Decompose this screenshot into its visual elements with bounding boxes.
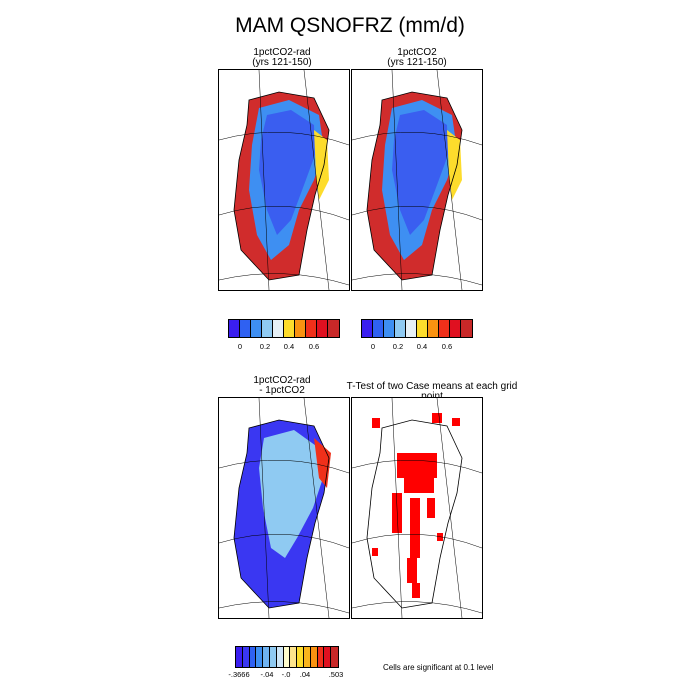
colorbar-tick-label: 0.6 — [308, 342, 320, 351]
figure-title: MAM QSNOFRZ (mm/d) — [235, 14, 465, 37]
panel-1-title: 1pctCO2-rad (yrs 121-150) — [232, 48, 332, 68]
colorbar-swatch — [284, 320, 295, 337]
colorbar-tick-label: -.3666 — [228, 670, 250, 679]
colorbar-swatch — [263, 647, 270, 667]
colorbar-swatch — [256, 647, 264, 667]
colorbar-tick-label: -.04 — [260, 670, 274, 679]
colorbar-tick-label: 0.2 — [259, 342, 271, 351]
colorbar-swatch — [373, 320, 384, 337]
colorbar-swatch — [306, 320, 317, 337]
colorbar-swatch — [249, 647, 257, 667]
colorbar-swatch — [317, 647, 325, 667]
colorbar-swatch — [328, 320, 339, 337]
colorbar-swatch — [229, 320, 240, 337]
colorbar-swatch — [324, 647, 332, 667]
colorbar-swatch — [303, 647, 311, 667]
map-panel-1pctco2 — [351, 69, 483, 291]
colorbar-panel-1-labels: 0 0.2 0.4 0.6 — [228, 342, 338, 352]
map-panel-1pctco2-rad — [218, 69, 350, 291]
east-coast-yellow-region — [314, 130, 329, 200]
colorbar-panel-2-labels: 0 0.2 0.4 0.6 — [361, 342, 471, 352]
colorbar-panel-2 — [361, 319, 473, 338]
colorbar-swatch — [295, 320, 306, 337]
interior-ice-region — [259, 110, 315, 235]
colorbar-swatch — [450, 320, 461, 337]
colorbar-swatch — [276, 647, 284, 667]
colorbar-swatch — [310, 647, 318, 667]
graticule — [219, 398, 349, 618]
colorbar-tick-label: 0.4 — [416, 342, 428, 351]
map-panel-ttest — [351, 397, 483, 619]
colorbar-swatch — [406, 320, 417, 337]
colorbar-swatch — [395, 320, 406, 337]
colorbar-tick-label: -.0 — [281, 670, 291, 679]
colorbar-tick-label: 0.4 — [283, 342, 295, 351]
significance-footnote: Cells are significant at 0.1 level — [383, 663, 494, 672]
panel-3-title-line1: 1pctCO2-rad — [253, 375, 311, 386]
colorbar-tick-label: .503 — [328, 670, 344, 679]
colorbar-swatch — [461, 320, 472, 337]
panel-3-title-line2: - 1pctCO2 — [259, 385, 305, 396]
panel-2-title-line2: (yrs 121-150) — [387, 57, 447, 68]
graticule — [219, 70, 349, 290]
colorbar-difference-labels: -.3666 -.04 -.0 .04 .503 — [228, 670, 343, 680]
colorbar-swatch — [236, 647, 243, 667]
graticule — [352, 398, 482, 618]
colorbar-swatch — [251, 320, 262, 337]
colorbar-tick-label: .04 — [299, 670, 311, 679]
colorbar-swatch — [331, 647, 338, 667]
colorbar-swatch — [290, 647, 298, 667]
colorbar-panel-1 — [228, 319, 340, 338]
colorbar-difference — [235, 646, 339, 668]
colorbar-swatch — [242, 647, 250, 667]
greenland-map-4 — [352, 398, 482, 618]
colorbar-swatch — [297, 647, 304, 667]
colorbar-tick-label: 0.2 — [392, 342, 404, 351]
greenland-map-3 — [219, 398, 349, 618]
panel-1-title-line1: 1pctCO2-rad — [253, 47, 311, 58]
panel-4-title: T-Test of two Case means at each grid po… — [346, 381, 518, 402]
graticule — [352, 70, 482, 290]
coastline — [366, 91, 463, 281]
colorbar-swatch — [262, 320, 273, 337]
colorbar-tick-label: 0 — [370, 342, 376, 351]
colorbar-swatch — [417, 320, 428, 337]
colorbar-swatch — [269, 647, 277, 667]
colorbar-swatch — [362, 320, 373, 337]
colorbar-swatch — [283, 647, 291, 667]
greenland-map-1 — [219, 70, 349, 290]
colorbar-tick-label: 0 — [237, 342, 243, 351]
colorbar-swatch — [240, 320, 251, 337]
east-coast-yellow-region — [447, 130, 462, 200]
colorbar-swatch — [317, 320, 328, 337]
colorbar-tick-label: 0.6 — [441, 342, 453, 351]
interior-ice-region — [392, 110, 448, 235]
greenland-map-2 — [352, 70, 482, 290]
coastline — [233, 91, 330, 281]
coastline — [233, 419, 330, 609]
colorbar-swatch — [428, 320, 439, 337]
panel-2-title-line1: 1pctCO2 — [397, 47, 437, 58]
colorbar-swatch — [384, 320, 395, 337]
small-difference-region — [259, 430, 323, 558]
panel-3-title: 1pctCO2-rad - 1pctCO2 — [232, 376, 332, 396]
colorbar-swatch — [273, 320, 284, 337]
colorbar-swatch — [439, 320, 450, 337]
panel-1-title-line2: (yrs 121-150) — [252, 57, 312, 68]
panel-2-title: 1pctCO2 (yrs 121-150) — [367, 48, 467, 68]
map-panel-difference — [218, 397, 350, 619]
